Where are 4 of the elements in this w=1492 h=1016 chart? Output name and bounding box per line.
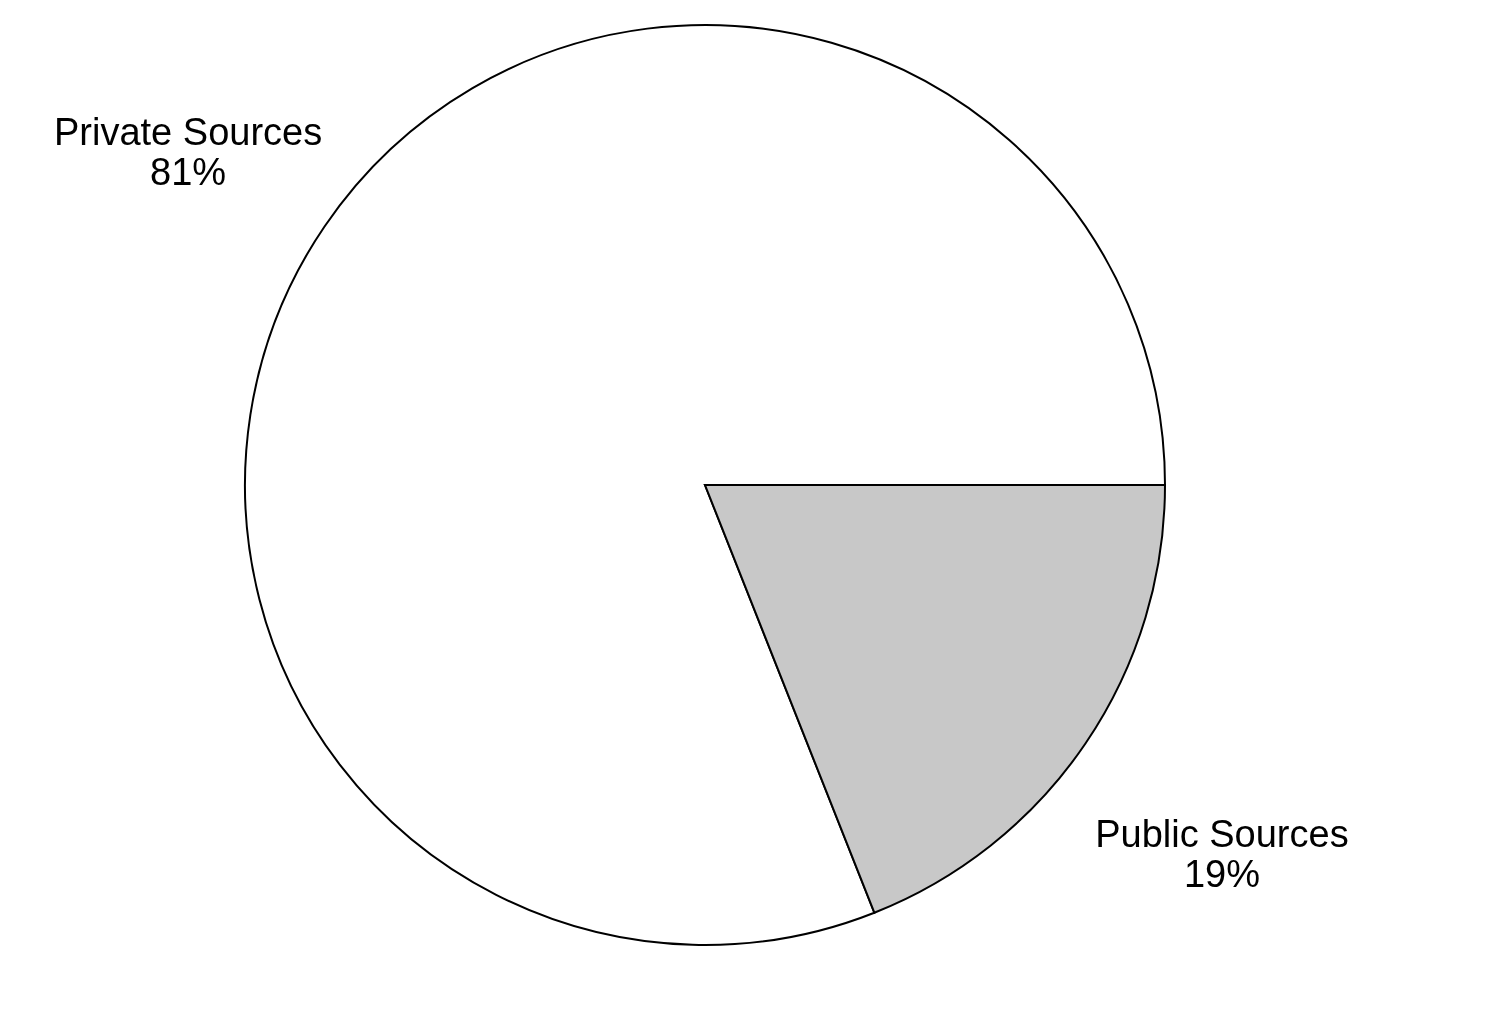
slice-label: Public Sources bbox=[1095, 813, 1349, 856]
slice-label: Private Sources bbox=[53, 110, 323, 153]
data-label: 19% bbox=[1183, 853, 1260, 896]
data-label: 81% bbox=[150, 150, 227, 193]
